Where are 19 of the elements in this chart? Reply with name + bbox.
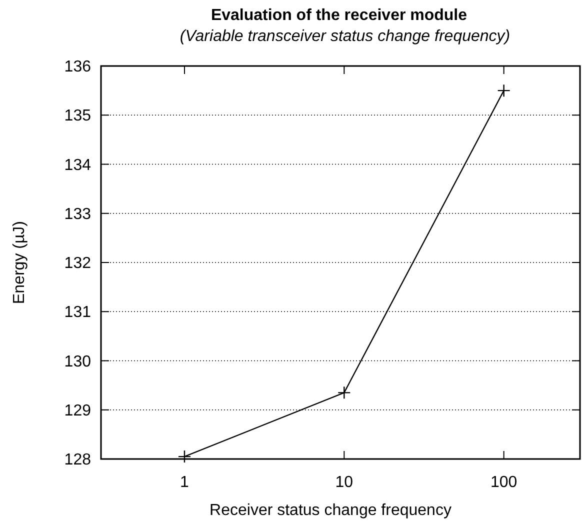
y-tick-label: 131 bbox=[64, 304, 92, 322]
x-tick-label: 1 bbox=[180, 474, 190, 491]
y-axis-title: Energy (µJ) bbox=[11, 220, 28, 304]
y-tick-label: 128 bbox=[64, 452, 92, 469]
point bbox=[178, 450, 192, 464]
chart-title: Evaluation of the receiver module bbox=[210, 7, 468, 24]
x-tick-label: 100 bbox=[490, 474, 518, 491]
chart-subtitle: (Variable transceiver status change frequency) bbox=[180, 28, 510, 45]
x-axis-title: Receiver status change frequency bbox=[210, 502, 452, 519]
y-tick-label: 136 bbox=[64, 58, 92, 76]
y-tick-label: 133 bbox=[64, 206, 92, 223]
point bbox=[497, 84, 510, 98]
y-tick-label: 129 bbox=[64, 402, 92, 420]
y-tick-label: 130 bbox=[64, 353, 92, 370]
y-tick-label: 132 bbox=[64, 255, 92, 272]
y-tick-label: 135 bbox=[64, 108, 92, 125]
y-tick-label: 134 bbox=[64, 156, 92, 174]
x-tick-label: 10 bbox=[335, 474, 354, 491]
point bbox=[338, 386, 351, 400]
